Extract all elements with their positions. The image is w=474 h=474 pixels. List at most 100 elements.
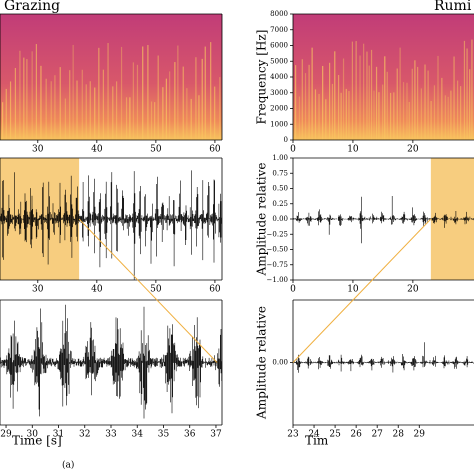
x-tick-label: 23 bbox=[287, 430, 299, 440]
x-tick-label: 0 bbox=[290, 285, 296, 295]
spectrogram-stripe bbox=[210, 42, 212, 140]
x-tick-label: 25 bbox=[329, 430, 341, 440]
spectrogram-stripe bbox=[19, 50, 21, 141]
spectrogram-stripe bbox=[441, 77, 443, 140]
y-tick-label: −0.50 bbox=[267, 246, 288, 254]
spectrogram-background bbox=[0, 14, 222, 140]
x-tick-label: 30 bbox=[32, 285, 44, 295]
spectrogram-stripe bbox=[373, 90, 375, 140]
x-tick-label: 50 bbox=[150, 145, 162, 155]
spectrogram-stripe bbox=[340, 92, 342, 140]
x-axis-label: Tim bbox=[305, 434, 329, 448]
y-tick-label: −1.00 bbox=[267, 276, 288, 284]
caption: (a) bbox=[62, 460, 74, 471]
x-tick-label: 20 bbox=[407, 145, 419, 155]
spectrogram-stripe bbox=[186, 88, 188, 140]
spectrogram-stripe bbox=[31, 51, 33, 140]
y-tick-label: 0.25 bbox=[272, 200, 288, 208]
spectrogram-stripe bbox=[450, 90, 452, 140]
spectrogram-stripe bbox=[311, 47, 313, 140]
spectrogram-stripe bbox=[342, 58, 345, 141]
spectrogram-stripe bbox=[64, 98, 66, 140]
x-tick-label: 35 bbox=[158, 430, 170, 440]
spectrogram-stripe bbox=[50, 81, 52, 140]
spectrogram-stripe bbox=[81, 69, 83, 140]
spectrogram-stripe bbox=[328, 62, 331, 140]
spectrogram-stripe bbox=[351, 41, 354, 140]
spectrogram-stripe bbox=[393, 92, 395, 140]
spectrogram-stripe bbox=[389, 92, 392, 140]
x-tick-label: 20 bbox=[407, 285, 419, 295]
y-tick-label: 6000 bbox=[270, 42, 288, 50]
spectrogram-stripe bbox=[2, 102, 4, 140]
y-tick-label: 1.00 bbox=[272, 154, 288, 162]
spectrogram-stripe bbox=[23, 57, 25, 140]
spectrogram-stripe bbox=[54, 75, 56, 140]
spectrogram-stripe bbox=[195, 57, 197, 140]
x-tick-label: 29 bbox=[414, 430, 426, 440]
x-tick-label: 30 bbox=[27, 430, 39, 440]
spectrogram-stripe bbox=[304, 73, 307, 140]
x-tick-label: 40 bbox=[91, 285, 103, 295]
panel-title: Rumi bbox=[434, 0, 472, 14]
spectrogram-stripe bbox=[460, 86, 462, 140]
y-axis-label: Amplitude relative bbox=[255, 306, 269, 420]
spectrogram-stripe bbox=[444, 95, 446, 140]
y-tick-label: 8000 bbox=[270, 10, 288, 18]
y-tick-label: 0.00 bbox=[272, 359, 288, 367]
y-tick-label: 1000 bbox=[270, 120, 288, 128]
spectrogram-stripe bbox=[382, 84, 384, 140]
x-tick-label: 40 bbox=[91, 145, 103, 155]
spectrogram-stripe bbox=[463, 40, 466, 140]
spectrogram-stripe bbox=[89, 81, 91, 140]
x-tick-label: 36 bbox=[184, 430, 196, 440]
spectrogram-stripe bbox=[433, 85, 436, 140]
x-tick-label: 26 bbox=[350, 430, 362, 440]
waveform-trace bbox=[0, 170, 222, 280]
spectrogram-stripe bbox=[414, 60, 416, 141]
spectrogram-stripe bbox=[26, 59, 28, 141]
x-tick-label: 34 bbox=[132, 430, 144, 440]
x-tick-label: 10 bbox=[347, 285, 359, 295]
x-tick-label: 28 bbox=[393, 430, 405, 440]
zoom-connector bbox=[78, 218, 218, 363]
spectrogram-stripe bbox=[366, 51, 368, 140]
x-tick-label: 30 bbox=[32, 145, 44, 155]
spectrogram-stripe bbox=[59, 67, 61, 140]
spectrogram-stripe bbox=[370, 49, 373, 140]
spectrogram-stripe bbox=[94, 87, 96, 140]
spectrogram-stripe bbox=[417, 66, 419, 140]
waveform-trace bbox=[293, 342, 474, 373]
y-axis-label: Frequency [Hz] bbox=[255, 30, 269, 125]
y-tick-label: −0.25 bbox=[267, 230, 288, 238]
x-axis-label: Time [s] bbox=[12, 434, 62, 448]
spectrogram-stripe bbox=[318, 93, 320, 140]
spectrogram-stripe bbox=[76, 80, 78, 140]
spectrogram-stripe bbox=[35, 44, 37, 140]
spectrogram-stripe bbox=[331, 83, 334, 140]
panel-title: Grazing bbox=[4, 0, 60, 14]
spectrogram-stripe bbox=[204, 46, 206, 140]
spectrogram-stripe bbox=[359, 55, 361, 141]
y-tick-label: 0.75 bbox=[272, 169, 288, 177]
spectrogram-stripe bbox=[471, 39, 473, 140]
spectrogram-stripe bbox=[165, 78, 167, 140]
spectrogram-stripe bbox=[355, 41, 357, 140]
spectrogram-stripe bbox=[469, 69, 471, 140]
x-tick-label: 60 bbox=[209, 145, 221, 155]
spectrogram-stripe bbox=[466, 48, 468, 141]
spectrogram-stripe bbox=[424, 64, 426, 140]
spectrogram-stripe bbox=[447, 96, 449, 140]
spectrogram-stripe bbox=[177, 45, 179, 140]
y-tick-label: 0.50 bbox=[272, 185, 288, 193]
spectrogram-stripe bbox=[136, 64, 139, 140]
spectrogram-stripe bbox=[453, 56, 455, 140]
spectrogram-stripe bbox=[5, 88, 7, 140]
spectrogram-stripe bbox=[308, 64, 310, 140]
spectrogram-stripe bbox=[45, 78, 47, 140]
x-tick-label: 31 bbox=[53, 430, 64, 440]
spectrogram-stripe bbox=[142, 46, 144, 140]
spectrogram-stripe bbox=[295, 65, 297, 140]
spectrogram-stripe bbox=[201, 58, 203, 140]
